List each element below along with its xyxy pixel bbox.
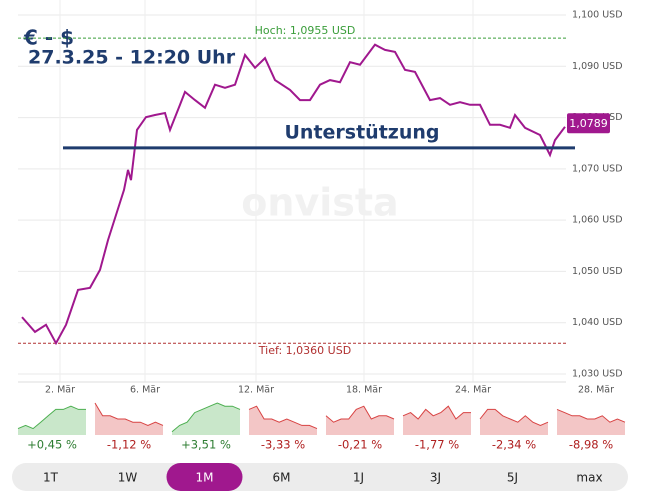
x-tick-label: 18. Mär [346,385,382,396]
x-tick-label: 24. Mär [455,385,491,396]
x-tick-label: 28. Mär [578,385,614,396]
y-tick-label: 1,060 USD [572,215,623,226]
spark-line [248,405,318,430]
change-label: -2,34 % [492,438,536,452]
last-value-badge [567,113,610,134]
period-bar [12,463,628,491]
period-button[interactable]: 1W [118,471,138,485]
y-tick-label: 1,090 USD [572,61,623,72]
change-label: -1,77 % [415,438,459,452]
spark-line [402,405,471,420]
period-button-selected[interactable] [166,463,243,491]
change-label: -0,21 % [338,438,382,452]
spark-area [403,406,471,435]
x-tick-label: 12. Mär [238,385,274,396]
x-tick-label: 6. Mär [130,385,160,396]
y-tick-label: 1,030 USD [572,369,623,380]
spark-line [325,405,395,423]
support-label: Unterstützung [284,121,439,143]
spark-area [18,406,86,435]
price-line [21,43,566,346]
last-value-label: 1,0789 [569,117,608,130]
change-label: -1,12 % [107,438,151,452]
spark-line [171,402,241,433]
spark-area [95,403,163,435]
y-tick-label: 1,040 USD [572,317,623,328]
spark-area [172,403,240,435]
watermark: onvista [241,181,398,225]
change-label: -8,98 % [569,438,613,452]
spark-line [556,408,626,423]
chart-subtitle: 27.3.25 - 12:20 Uhr [28,47,236,69]
x-tick-label: 2. Mär [45,385,75,396]
spark-line [479,408,549,426]
spark-line [17,405,86,430]
period-button[interactable]: 5J [507,471,518,485]
spark-area [326,406,394,435]
y-tick-label: 1,100 USD [572,10,623,21]
y-tick-label: 1,070 USD [572,163,623,174]
low-label: Tief: 1,0360 USD [258,344,351,357]
period-button[interactable]: max [576,471,602,485]
change-label: -3,33 % [261,438,305,452]
period-button[interactable]: 1J [353,471,364,485]
change-label: +0,45 % [27,438,77,452]
spark-area [480,409,548,435]
high-label: Hoch: 1,0955 USD [255,24,356,37]
change-label: +3,51 % [181,438,231,452]
period-button[interactable]: 1T [43,471,59,485]
period-button[interactable]: 3J [430,471,441,485]
y-tick-label: 1,050 USD [572,266,623,277]
chart-title: € - $ [23,26,74,50]
period-button[interactable]: 1M [196,471,214,485]
period-button[interactable]: 6M [273,471,291,485]
spark-line [94,402,164,426]
